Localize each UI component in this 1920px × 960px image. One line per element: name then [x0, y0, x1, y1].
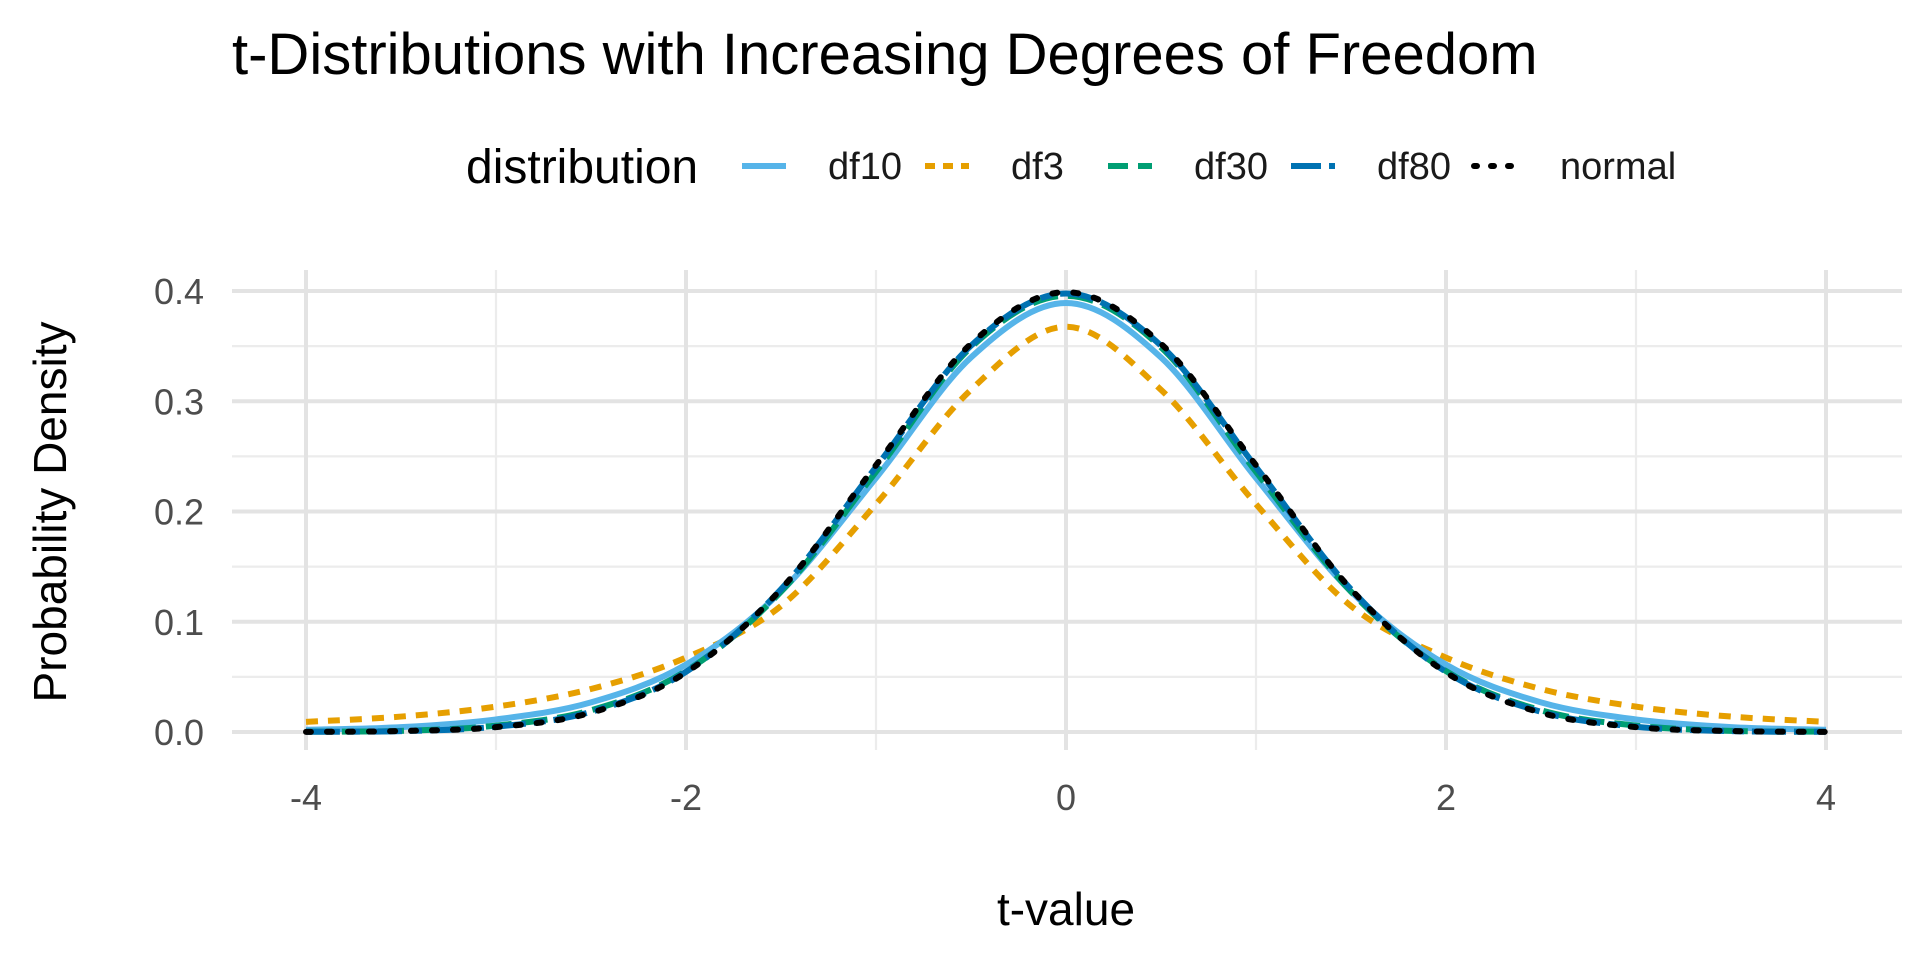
legend-title: distribution [466, 141, 698, 194]
legend: distribution df10 df3 df30 df80 normal [466, 141, 1676, 194]
x-tick-label: 0 [1056, 777, 1076, 818]
y-tick-label: 0.0 [154, 712, 204, 753]
y-tick-label: 0.2 [154, 492, 204, 533]
x-tick-label: 4 [1816, 777, 1836, 818]
x-axis-title: t-value [997, 883, 1135, 935]
series-line-df3 [305, 323, 1827, 725]
y-tick-label: 0.4 [154, 271, 204, 312]
y-axis-title: Probability Density [24, 322, 76, 703]
x-axis: -4 -2 0 2 4 [290, 777, 1836, 818]
y-axis: 0.0 0.1 0.2 0.3 0.4 [154, 271, 204, 753]
y-tick-label: 0.3 [154, 381, 204, 422]
chart-title: t-Distributions with Increasing Degrees … [232, 22, 1538, 87]
legend-label-df30: df30 [1194, 146, 1268, 188]
legend-label-df10: df10 [828, 146, 902, 188]
series-layer [303, 289, 1829, 735]
x-tick-label: -2 [670, 777, 702, 818]
y-tick-label: 0.1 [154, 602, 204, 643]
series-line-df80 [305, 290, 1827, 735]
x-tick-label: 2 [1436, 777, 1456, 818]
x-tick-label: -4 [290, 777, 322, 818]
legend-label-df3: df3 [1011, 146, 1064, 188]
series-line-df10 [305, 300, 1827, 733]
legend-label-df80: df80 [1377, 146, 1451, 188]
plot-grid [232, 270, 1902, 750]
legend-label-normal: normal [1560, 146, 1676, 188]
